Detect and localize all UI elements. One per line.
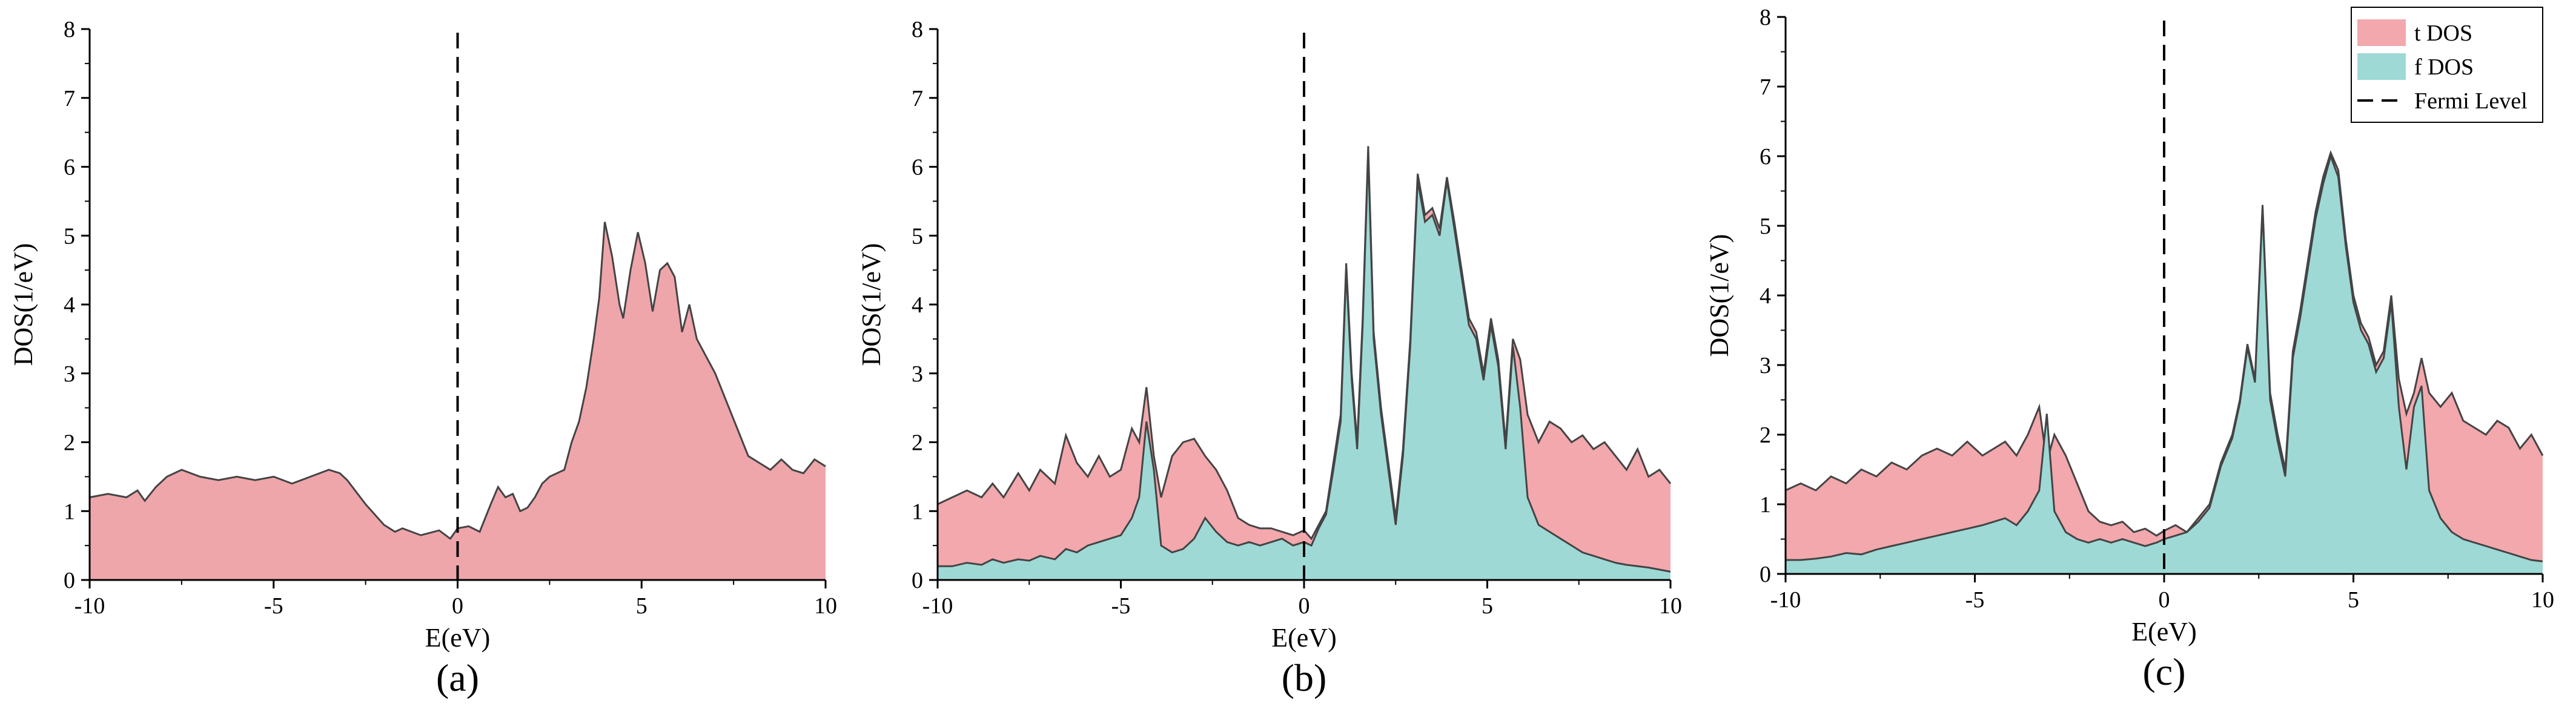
series-t-line <box>937 146 1672 541</box>
x-axis-label: E(eV) <box>2131 617 2197 647</box>
x-tick-label: 5 <box>2348 587 2359 613</box>
legend-label-2: Fermi Level <box>2414 88 2528 114</box>
x-tick-label: 10 <box>2531 587 2554 613</box>
y-tick-label: 5 <box>64 223 75 249</box>
y-axis-label: DOS(1/eV) <box>856 243 886 366</box>
y-tick-label: 5 <box>1760 214 1771 239</box>
x-tick-label: -5 <box>1111 593 1131 619</box>
y-tick-label: 7 <box>912 86 923 111</box>
x-tick-label: 0 <box>2159 587 2170 613</box>
y-tick-label: 0 <box>64 568 75 593</box>
y-tick-label: 2 <box>912 430 923 456</box>
legend-swatch-1 <box>2357 53 2406 80</box>
x-tick-label: -10 <box>74 593 105 619</box>
y-tick-label: 2 <box>64 430 75 456</box>
y-tick-label: 6 <box>1760 144 1771 170</box>
y-tick-label: 0 <box>1760 562 1771 587</box>
x-tick-label: 10 <box>814 593 837 619</box>
y-tick-label: 3 <box>1760 353 1771 378</box>
y-tick-label: 3 <box>912 361 923 387</box>
y-tick-label: 7 <box>1760 74 1771 100</box>
x-tick-label: -5 <box>1965 587 1985 613</box>
legend-label-0: t DOS <box>2414 21 2472 46</box>
panel-a: -10 -5 0 5 10 0 1 2 3 4 5 6 7 8 E(eV) DOS(1/eV) (a) <box>8 17 837 699</box>
series-f-line <box>938 153 1671 573</box>
legend-label-1: f DOS <box>2414 54 2474 80</box>
series-t-line <box>89 222 826 540</box>
y-axis-label: DOS(1/eV) <box>8 243 38 366</box>
y-tick-label: 1 <box>1760 492 1771 518</box>
x-tick-label: -10 <box>922 593 953 619</box>
y-tick-label: 7 <box>64 86 75 111</box>
y-tick-label: 5 <box>912 223 923 249</box>
panel-b: -10 -5 0 5 10 0 1 2 3 4 5 6 7 8 E(eV) DOS(1/eV) (b) <box>856 17 1682 699</box>
y-tick-label: 8 <box>912 17 923 42</box>
series-f-area <box>1786 156 2543 574</box>
legend-swatch-0 <box>2357 19 2406 46</box>
x-tick-label: 5 <box>1482 593 1493 619</box>
y-tick-label: 8 <box>1760 5 1771 30</box>
panel-c: -10 -5 0 5 10 0 1 2 3 4 5 6 7 8 E(eV) DOS(1/eV) (c) t DOS… <box>1704 5 2554 693</box>
y-tick-label: 1 <box>64 499 75 524</box>
x-axis-label: E(eV) <box>1271 623 1337 653</box>
y-tick-label: 4 <box>64 292 75 318</box>
y-tick-label: 6 <box>64 155 75 180</box>
x-axis-label: E(eV) <box>425 623 491 653</box>
y-tick-label: 6 <box>912 155 923 180</box>
x-tick-label: -5 <box>264 593 283 619</box>
y-tick-label: 4 <box>1760 283 1771 309</box>
x-tick-label: 5 <box>636 593 647 619</box>
series-t-area <box>90 222 826 580</box>
y-tick-label: 8 <box>64 17 75 42</box>
x-tick-label: 0 <box>452 593 463 619</box>
y-axis-label: DOS(1/eV) <box>1704 234 1734 357</box>
y-tick-label: 2 <box>1760 423 1771 448</box>
x-tick-label: 10 <box>1659 593 1682 619</box>
y-tick-label: 3 <box>64 361 75 387</box>
x-tick-label: -10 <box>1770 587 1801 613</box>
series-f-area <box>938 153 1670 581</box>
y-tick-label: 0 <box>912 568 923 593</box>
y-tick-label: 1 <box>912 499 923 524</box>
series-f-line <box>1786 153 2543 562</box>
panel-label: (b) <box>1282 656 1327 699</box>
x-tick-label: 0 <box>1299 593 1310 619</box>
panel-label: (a) <box>436 656 479 699</box>
panel-label: (c) <box>2142 650 2185 693</box>
y-tick-label: 4 <box>912 292 923 318</box>
